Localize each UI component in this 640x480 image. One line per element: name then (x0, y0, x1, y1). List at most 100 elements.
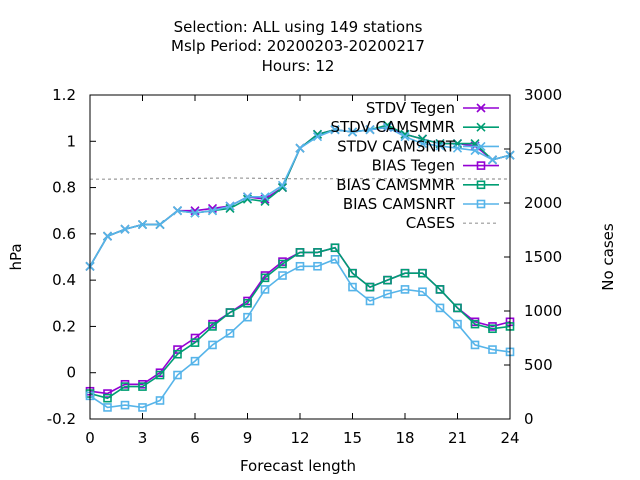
data-point (348, 282, 357, 292)
data-point (260, 285, 270, 294)
y2-tick-label: 2500 (524, 140, 562, 158)
series-bias-camsmmr (85, 243, 515, 403)
data-point (137, 220, 148, 230)
x-tick-label: 12 (290, 429, 309, 447)
data-point (435, 141, 445, 151)
data-point (120, 400, 130, 410)
data-point (172, 206, 183, 216)
y2-tick-label: 0 (524, 410, 534, 428)
data-point (470, 145, 480, 156)
legend-item-cases: CASES (406, 214, 499, 232)
legend-label: BIAS Tegen (372, 157, 455, 175)
data-point (383, 275, 392, 285)
x-tick-label: 18 (395, 429, 414, 447)
data-point (295, 143, 305, 153)
data-point (242, 192, 253, 202)
data-point (225, 203, 235, 213)
data-point (173, 345, 182, 354)
legend-item-bias-camsnrt: BIAS CAMSNRT (343, 195, 499, 213)
data-point (330, 255, 340, 264)
title-line-1: Selection: ALL using 149 stations (174, 18, 423, 36)
x-tick-label: 15 (343, 429, 362, 447)
y2-tick-label: 1000 (524, 302, 562, 320)
data-point (400, 132, 410, 142)
data-point (365, 282, 375, 292)
data-point (207, 206, 218, 216)
data-point (155, 396, 165, 405)
data-point (418, 287, 427, 297)
y-tick-label: 1 (66, 132, 76, 150)
data-point (488, 345, 497, 354)
data-point (330, 125, 340, 135)
y2-axis-label: No cases (599, 223, 617, 291)
legend-label: CASES (406, 214, 455, 232)
data-point (190, 338, 200, 347)
data-point (243, 312, 252, 322)
legend-label: BIAS CAMSMMR (336, 176, 455, 194)
title-line-3: Hours: 12 (262, 57, 335, 75)
y-tick-label: 0.4 (52, 271, 76, 289)
data-point (312, 129, 323, 139)
data-point (225, 329, 235, 338)
y-tick-label: 0.2 (52, 317, 76, 335)
data-point (120, 224, 130, 234)
series-bias-camsnrt (85, 255, 515, 412)
x-tick-label: 24 (500, 429, 519, 447)
data-point (155, 220, 165, 230)
legend-label: STDV CAMSNRT (337, 137, 456, 155)
legend-marker (476, 199, 486, 209)
y2-tick-label: 3000 (524, 86, 562, 104)
data-point (190, 356, 200, 366)
y2-tick-label: 2000 (524, 194, 562, 212)
series-layer (85, 120, 515, 412)
data-point (330, 243, 340, 253)
data-point (190, 208, 200, 218)
series-line-cases (90, 177, 510, 180)
data-point (278, 271, 287, 280)
data-point (470, 340, 480, 350)
x-axis-ticks: 0 3 6 9 12 15 18 21 24 (85, 95, 520, 447)
y-tick-label: 1.2 (52, 86, 76, 104)
series-cases (90, 177, 510, 180)
data-point (312, 132, 323, 142)
x-tick-label: 3 (138, 429, 148, 447)
legend-marker (476, 180, 486, 190)
data-point (208, 340, 217, 350)
data-point (365, 296, 375, 306)
data-point (225, 308, 235, 317)
x-tick-label: 0 (85, 429, 95, 447)
data-point (435, 285, 445, 294)
data-point (208, 322, 217, 331)
data-point (278, 259, 287, 269)
data-point (277, 183, 288, 193)
data-point (400, 268, 410, 278)
data-point (173, 349, 182, 359)
data-point (488, 324, 497, 334)
legend-marker (476, 122, 486, 132)
legend-marker (476, 103, 486, 113)
x-tick-label: 6 (190, 429, 200, 447)
y-axis-label: hPa (7, 243, 25, 270)
legend-item-stdv-camsnrt: STDV CAMSNRT (337, 137, 499, 155)
cases-layer (90, 177, 510, 180)
data-point (103, 403, 112, 412)
data-point (347, 127, 358, 137)
data-point (417, 139, 428, 149)
x-tick-label: 21 (448, 429, 467, 447)
y-tick-label: -0.2 (47, 410, 76, 428)
data-point (225, 201, 235, 211)
legend-item-stdv-tegen: STDV Tegen (366, 99, 499, 117)
data-point (155, 370, 165, 380)
data-point (295, 261, 305, 271)
y-axis-ticks: -0.2 0 0.2 0.4 0.6 0.8 1 1.2 (47, 86, 96, 428)
data-point (138, 403, 147, 412)
data-point (103, 393, 112, 403)
series-line-bias-camsmmr (89, 246, 511, 400)
y-tick-label: 0.6 (52, 225, 76, 243)
x-tick-label: 9 (243, 429, 253, 447)
data-point (102, 231, 113, 241)
legend-marker (476, 141, 486, 151)
legend-item-stdv-camsmmr: STDV CAMSMMR (330, 118, 499, 136)
